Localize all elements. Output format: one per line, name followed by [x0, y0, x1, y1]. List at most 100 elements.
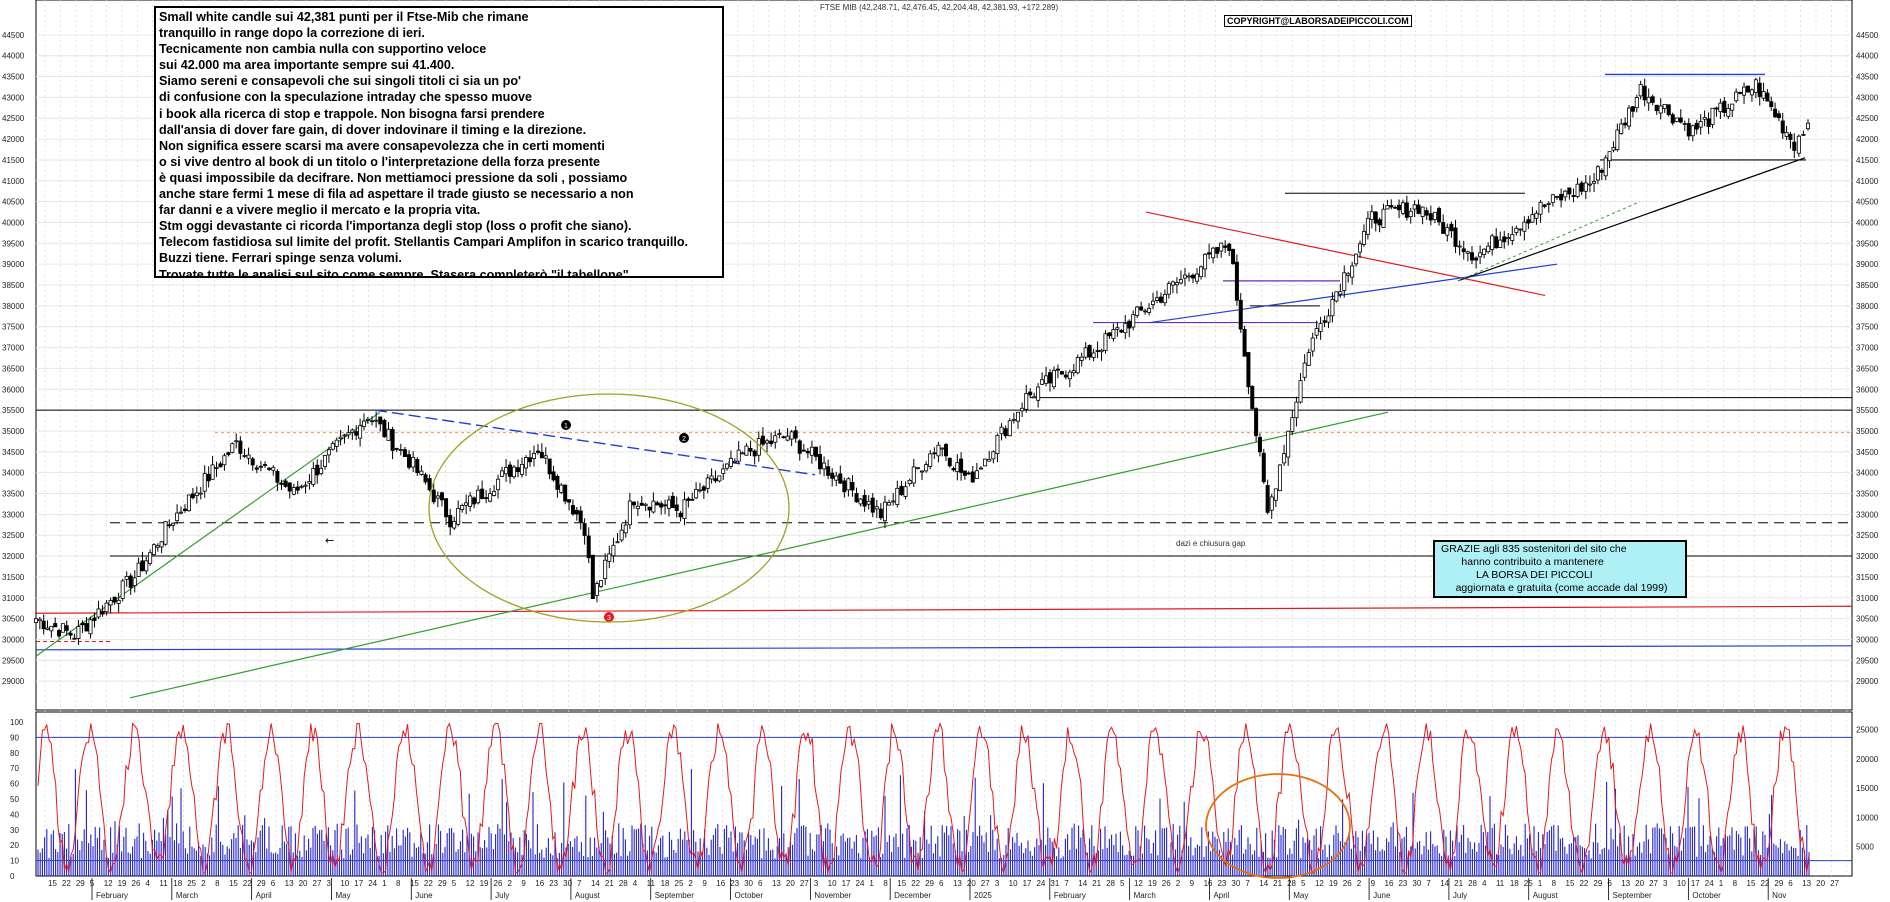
candle-body [1261, 452, 1266, 483]
candle-body [230, 443, 235, 453]
candle-body [1615, 129, 1620, 150]
candle-body [128, 575, 133, 588]
candle-body [748, 447, 753, 452]
candle-body [431, 489, 436, 503]
day-tick: 4 [1482, 879, 1487, 888]
price-tick-left: 34500 [2, 448, 25, 457]
candle-body [1408, 210, 1413, 218]
candle-body [104, 602, 109, 613]
candle-body [41, 620, 46, 630]
price-tick-left: 43500 [2, 73, 25, 82]
day-tick: 16 [535, 879, 544, 888]
candle-body [1186, 275, 1191, 278]
day-tick: 3 [995, 879, 1000, 888]
day-tick: 22 [911, 879, 920, 888]
candle-body [1630, 106, 1635, 112]
day-tick: 22 [424, 879, 433, 888]
candle-body [1119, 330, 1124, 333]
candle-body [415, 458, 420, 473]
day-tick: 30 [1412, 879, 1421, 888]
candle-body [1265, 485, 1270, 513]
candle-body [1559, 193, 1564, 201]
candle-body [1024, 393, 1029, 410]
candle-body [563, 484, 568, 502]
price-tick-right: 33000 [1856, 510, 1879, 519]
candle-body [295, 486, 300, 491]
candle-body [959, 458, 964, 473]
day-tick: 7 [1426, 879, 1431, 888]
candle-body [163, 521, 168, 545]
month-label: February [1054, 891, 1086, 900]
day-tick: 2 [688, 879, 693, 888]
day-tick: 22 [243, 879, 252, 888]
commentary-line: o si vive dentro al book di un titolo o … [159, 154, 601, 169]
day-tick: 29 [1774, 879, 1783, 888]
candle-body [627, 500, 632, 526]
day-tick: 27 [981, 879, 990, 888]
candle-body [226, 452, 231, 455]
price-tick-right: 29000 [1856, 677, 1879, 686]
candle-body [1338, 291, 1343, 295]
candle-body [709, 475, 714, 480]
day-tick: 1 [869, 879, 874, 888]
candle-body [1151, 300, 1156, 306]
candle-body [84, 623, 89, 632]
candle-body [539, 451, 544, 459]
candle-body [1611, 146, 1616, 151]
candle-body [303, 484, 308, 487]
candle-body [686, 498, 691, 501]
candle-body [551, 471, 556, 481]
marker-1-dot [561, 420, 571, 430]
candle-body [1032, 396, 1037, 399]
candle-body [547, 458, 552, 475]
candle-body [590, 554, 595, 600]
candle-body [1166, 283, 1171, 295]
candle-body [250, 458, 255, 466]
day-tick: 16 [1385, 879, 1394, 888]
day-tick: 27 [1830, 879, 1839, 888]
thanks-line: aggiornata e gratuita (come accade dal 1… [1441, 582, 1668, 594]
candle-body [1424, 210, 1429, 216]
candle-body [112, 596, 117, 603]
day-tick: 21 [1454, 879, 1463, 888]
month-label: February [96, 891, 128, 900]
candle-body [1555, 196, 1560, 198]
candle-body [1227, 243, 1232, 251]
candle-body [1522, 221, 1527, 232]
price-tick-right: 42500 [1856, 114, 1879, 123]
candle-body [1449, 223, 1454, 232]
candle-body [928, 453, 933, 467]
day-tick: 13 [1802, 879, 1811, 888]
day-tick: 29 [1593, 879, 1602, 888]
candle-body [752, 450, 757, 457]
candle-body [108, 600, 113, 606]
red-downtrend [1145, 211, 1546, 297]
day-tick: 28 [1287, 879, 1296, 888]
price-tick-right: 37000 [1856, 344, 1879, 353]
candle-body [1158, 296, 1163, 303]
price-tick-left: 39500 [2, 239, 25, 248]
candle-body [1234, 261, 1239, 301]
price-tick-right: 36000 [1856, 385, 1879, 394]
candle-body [299, 485, 304, 488]
candle-body [1290, 417, 1295, 432]
price-tick-left: 34000 [2, 469, 25, 478]
day-tick: 20 [967, 879, 976, 888]
day-tick: 16 [1204, 879, 1213, 888]
candle-body [1749, 89, 1754, 96]
candle-body [1682, 123, 1687, 125]
month-label: Nov [1772, 891, 1786, 900]
candle-body [878, 508, 883, 519]
price-tick-left: 44500 [2, 31, 25, 40]
candle-body [1016, 411, 1021, 422]
day-tick: 24 [368, 879, 377, 888]
candle-body [365, 418, 370, 421]
month-label: July [1453, 891, 1467, 900]
day-tick: 15 [410, 879, 419, 888]
candle-body [382, 419, 387, 438]
candle-body [1195, 273, 1200, 282]
candle-body [607, 553, 612, 562]
day-tick: 7 [1245, 879, 1250, 888]
day-tick: 21 [1273, 879, 1282, 888]
candle-body [725, 463, 730, 469]
